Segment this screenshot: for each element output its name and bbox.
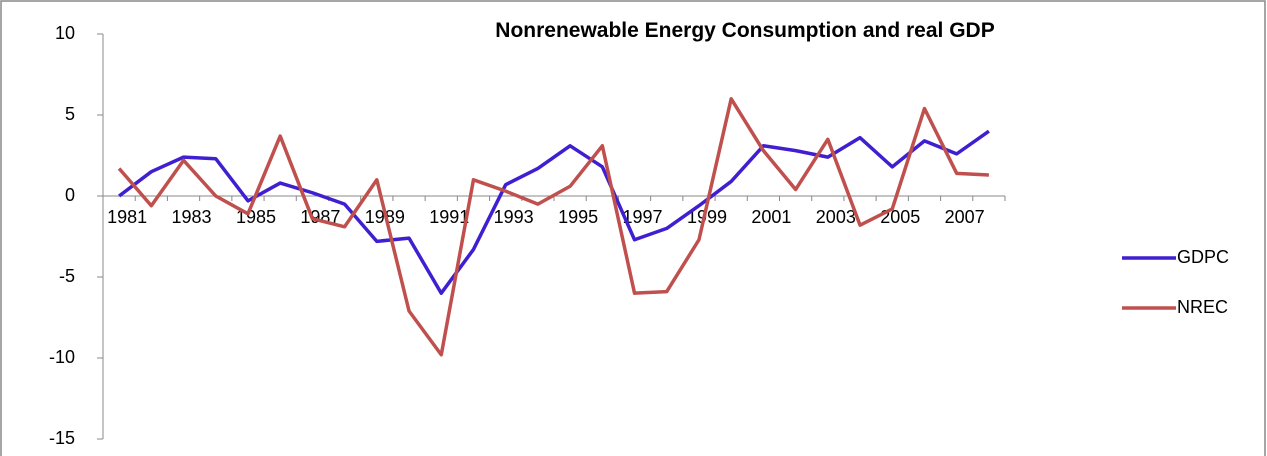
x-tick-label: 1993 — [494, 207, 534, 227]
y-tick-label: -10 — [49, 347, 75, 367]
x-tick-label: 1981 — [107, 207, 147, 227]
x-tick-label: 1997 — [623, 207, 663, 227]
legend-label: GDPC — [1177, 247, 1229, 267]
x-tick-label: 2003 — [816, 207, 856, 227]
y-tick-label: -15 — [49, 428, 75, 448]
x-tick-label: 2001 — [751, 207, 791, 227]
y-tick-label: 5 — [65, 104, 75, 124]
legend-label: NREC — [1177, 297, 1228, 317]
series-line — [118, 129, 990, 295]
x-tick-label: 1999 — [687, 207, 727, 227]
series-line — [117, 97, 989, 357]
x-tick-label: 2007 — [945, 207, 985, 227]
x-tick-label: 1995 — [558, 207, 598, 227]
y-tick-label: 0 — [65, 185, 75, 205]
x-tick-label: 1983 — [172, 207, 212, 227]
x-tick-label: 1991 — [429, 207, 469, 227]
chart-title: Nonrenewable Energy Consumption and real… — [495, 19, 995, 42]
y-tick-label: -5 — [59, 266, 75, 286]
x-tick-label: 2005 — [880, 207, 920, 227]
y-tick-label: 10 — [55, 23, 75, 43]
